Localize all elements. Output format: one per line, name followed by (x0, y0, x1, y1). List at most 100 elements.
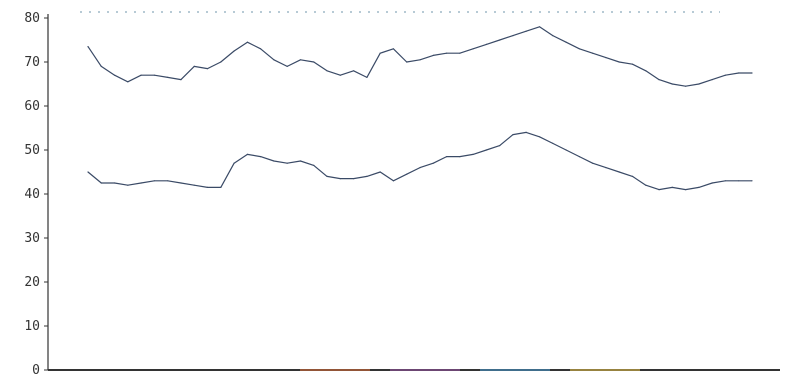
series-2-point (167, 180, 169, 182)
series-1-point (446, 52, 448, 54)
series-2-line (87, 131, 752, 191)
series-1-point (406, 61, 408, 63)
y-tick-label: 70 (24, 55, 40, 70)
series-1-point (618, 61, 620, 63)
series-2-point (485, 149, 487, 151)
series-1-point (299, 59, 302, 61)
series-1-point (246, 41, 248, 43)
y-tick-label: 20 (24, 275, 40, 290)
series-1-point (671, 83, 673, 85)
series-2-point (100, 182, 102, 184)
series-2-point (273, 160, 275, 162)
series-1-point (658, 79, 660, 81)
series-2-point (499, 145, 501, 147)
series-1-point (140, 74, 142, 76)
series-1-point (286, 65, 288, 67)
y-tick-label: 60 (24, 99, 40, 114)
series-2-point (631, 175, 634, 177)
series-2-point (366, 175, 368, 177)
series-2-point (419, 167, 421, 169)
y-tick-label: 40 (24, 187, 40, 202)
series-2-point (392, 180, 394, 182)
series-2 (87, 131, 753, 191)
series-2-point (538, 136, 541, 138)
series-2-point (127, 184, 129, 186)
series-1-point (127, 81, 129, 83)
series-1-point (592, 52, 594, 54)
series-1-point (751, 72, 753, 74)
series-1-point (525, 30, 527, 32)
series-1-point (273, 59, 275, 61)
series-1-point (485, 43, 487, 46)
series-1-point (565, 41, 567, 43)
series-2-point (446, 156, 448, 158)
series-1-point (711, 79, 713, 81)
series-1-point (605, 57, 607, 59)
series-1-point (538, 26, 541, 28)
series-2-point (605, 167, 607, 169)
series-2-point (658, 189, 660, 191)
series-2-point (711, 182, 713, 184)
series-2-point (724, 180, 727, 182)
series-2-point (153, 180, 155, 182)
series-2-point (180, 182, 182, 184)
series-2-point (685, 189, 687, 191)
series-1-point (167, 76, 169, 78)
series-2-point (220, 186, 222, 188)
series-2-point (87, 171, 89, 173)
y-tick-label: 50 (24, 143, 40, 158)
series-1-point (698, 83, 700, 85)
series-2-point (313, 164, 315, 166)
series-1-point (260, 48, 262, 50)
series-1-point (472, 48, 474, 50)
series-2-point (114, 182, 116, 184)
y-tick-label: 30 (24, 231, 40, 246)
series-2-point (299, 160, 302, 162)
series-1-point (512, 35, 514, 37)
series-2-point (671, 186, 673, 188)
series-1-point (193, 65, 195, 67)
series-2-point (206, 186, 209, 188)
series-2-point (618, 171, 620, 173)
series-2-point (406, 173, 408, 175)
y-tick-label: 80 (24, 11, 40, 26)
series-2-point (432, 162, 434, 164)
series-1-point (326, 70, 328, 72)
series-2-point (326, 175, 328, 177)
series-2-point (565, 149, 567, 151)
y-axis: 0 10 20 30 40 50 60 70 80 (24, 11, 49, 376)
series-2-point (751, 180, 753, 182)
series-1-point (339, 74, 341, 76)
series-1-point (685, 85, 687, 87)
series-1-point (419, 59, 421, 61)
series-1-point (206, 68, 209, 70)
series-2-point (459, 156, 461, 158)
series-1 (87, 26, 753, 87)
series-2-point (246, 153, 248, 155)
y-tick-label: 0 (32, 363, 40, 376)
series-2-point (379, 171, 381, 173)
series-lines (87, 26, 753, 191)
series-1-point (631, 63, 634, 65)
series-1-point (353, 70, 355, 72)
series-1-point (379, 52, 381, 54)
series-1-point (392, 48, 394, 50)
series-1-point (233, 50, 235, 52)
series-1-point (220, 61, 222, 63)
series-1-point (180, 79, 182, 81)
series-2-point (339, 178, 341, 180)
series-2-point (140, 182, 142, 184)
series-2-point (286, 162, 288, 164)
series-2-point (353, 178, 355, 180)
series-2-point (233, 162, 235, 164)
series-2-point (552, 142, 554, 144)
series-1-point (366, 76, 368, 78)
series-1-point (313, 61, 315, 63)
series-2-point (525, 131, 527, 133)
series-1-point (100, 65, 102, 67)
series-2-point (512, 134, 514, 136)
series-2-point (645, 184, 647, 186)
series-2-point (193, 184, 195, 186)
